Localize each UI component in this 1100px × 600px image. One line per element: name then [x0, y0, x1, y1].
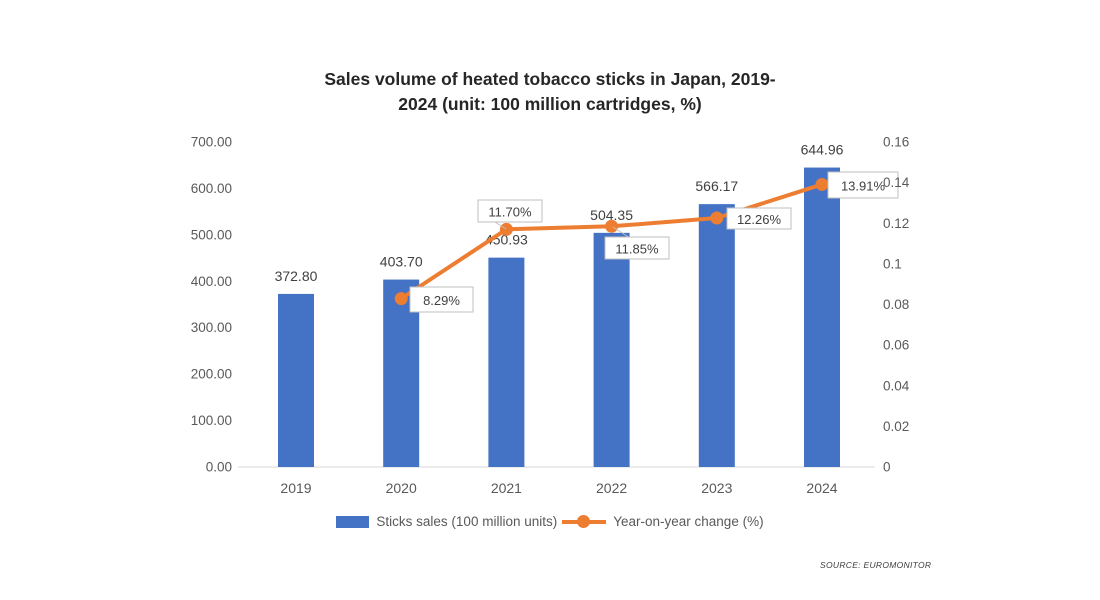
- bar-2021: [488, 257, 525, 467]
- right-axis-tick: 0.12: [883, 216, 909, 231]
- callout-box-2024: [827, 171, 899, 199]
- callout-box-2020: [409, 286, 474, 313]
- line-series-marker-swatch: [577, 515, 591, 528]
- callout-label-2021: 11.70%: [488, 205, 532, 220]
- right-axis-tick: 0.08: [883, 297, 909, 312]
- left-axis-tick: 500.00: [191, 227, 232, 242]
- right-axis-tick: 0.1: [883, 256, 902, 271]
- bar-series-swatch: [336, 515, 370, 528]
- right-axis-tick: 0.02: [883, 419, 909, 434]
- callout-label-2023: 12.26%: [737, 212, 782, 227]
- callout-box-2023: [726, 207, 792, 230]
- left-axis-tick: 100.00: [191, 413, 232, 428]
- callout-label-2020: 8.29%: [423, 293, 460, 308]
- bar-value-label-2020: 403.70: [380, 254, 423, 270]
- bar-value-label-2019: 372.80: [275, 268, 318, 284]
- bar-2019: [278, 293, 314, 467]
- callout-leader-2022: [612, 226, 631, 239]
- bar-value-label-2024: 644.96: [801, 142, 844, 158]
- right-axis-tick: 0.06: [883, 338, 909, 353]
- callout-leader-2021: [494, 221, 507, 230]
- legend-label-sticks-sales: Sticks sales (100 million units): [376, 514, 558, 529]
- bar-2023: [698, 204, 735, 467]
- callout-box-2022: [604, 236, 670, 260]
- x-axis-label-2023: 2023: [701, 480, 732, 496]
- yoy-line-marker: [605, 219, 619, 233]
- right-axis-tick: 0.16: [883, 135, 909, 150]
- x-axis-label-2022: 2022: [596, 480, 627, 496]
- left-axis-tick: 600.00: [191, 181, 232, 196]
- x-axis-label-2020: 2020: [386, 480, 417, 496]
- bar-value-label-2023: 566.17: [695, 178, 738, 194]
- right-axis-tick: 0.14: [883, 175, 910, 190]
- yoy-line-marker: [815, 177, 829, 191]
- left-axis-tick: 200.00: [191, 367, 232, 382]
- legend-item-yoy-change: Year-on-year change (%): [562, 514, 764, 529]
- callout-label-2024: 13.91%: [841, 179, 886, 194]
- callout-label-2022: 11.85%: [615, 242, 659, 257]
- yoy-line-marker: [394, 292, 408, 306]
- yoy-line-marker: [710, 211, 724, 225]
- legend-label-yoy-change: Year-on-year change (%): [613, 514, 764, 529]
- bar-value-label-2022: 504.35: [590, 207, 633, 223]
- bar-2022: [593, 232, 630, 467]
- left-axis-tick: 300.00: [191, 320, 232, 335]
- right-axis-tick: 0: [883, 460, 891, 475]
- x-axis-label-2024: 2024: [806, 480, 837, 496]
- chart-title-line1: Sales volume of heated tobacco sticks in…: [324, 69, 776, 89]
- yoy-line-marker: [499, 222, 513, 236]
- x-axis-label-2021: 2021: [491, 480, 522, 496]
- chart-title: Sales volume of heated tobacco sticks in…: [0, 67, 1100, 117]
- bar-2024: [804, 167, 840, 467]
- chart-legend: Sticks sales (100 million units) Year-on…: [0, 514, 1100, 529]
- source-note: SOURCE: EUROMONITOR: [820, 560, 932, 570]
- right-axis-tick: 0.04: [883, 378, 910, 393]
- line-series-swatch: [562, 515, 607, 528]
- x-axis-label-2019: 2019: [280, 480, 311, 496]
- legend-item-sticks-sales: Sticks sales (100 million units): [336, 514, 557, 529]
- left-axis-tick: 0.00: [206, 460, 232, 475]
- left-axis-tick: 700.00: [191, 135, 232, 150]
- chart-title-line2: 2024 (unit: 100 million cartridges, %): [398, 94, 702, 114]
- left-axis-tick: 400.00: [191, 274, 232, 289]
- callout-box-2021: [477, 199, 543, 223]
